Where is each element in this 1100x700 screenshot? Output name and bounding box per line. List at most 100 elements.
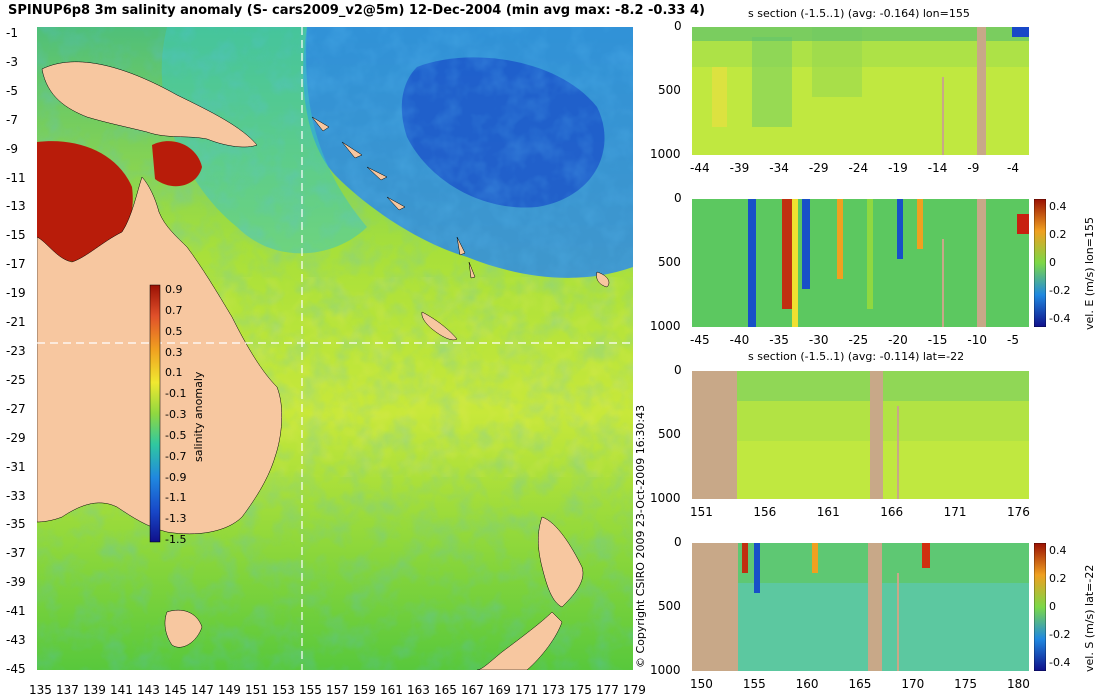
- panel-3-y-tick: 500: [658, 599, 681, 613]
- map-x-tick: 153: [272, 683, 295, 697]
- panel-1-y-tick: 0: [674, 191, 682, 205]
- map-x-tick: 135: [29, 683, 52, 697]
- panel-1-colorbar-tick: -0.4: [1049, 312, 1071, 325]
- panel-2-x-tick: 161: [816, 505, 840, 519]
- panel-0-x-tick: -44: [690, 161, 710, 175]
- panel-1-colorbar-tick: 0.4: [1049, 200, 1067, 213]
- map-x-tick: 175: [569, 683, 592, 697]
- map-y-tick: -7: [6, 112, 18, 127]
- panel-3-y-tick: 0: [674, 535, 682, 549]
- map-y-tick: -23: [6, 344, 26, 358]
- map-y-tick: -3: [6, 54, 18, 69]
- map-x-tick: 167: [461, 683, 484, 697]
- panel-3-colorbar-tick: 0.4: [1049, 544, 1067, 557]
- copyright-text: © Copyright CSIRO 2009 23-Oct-2009 16:30…: [634, 404, 647, 668]
- panel-2-x-tick: 166: [880, 505, 904, 519]
- tasmania-land: [164, 609, 203, 648]
- salinity-colorbar-tick: -1.5: [165, 533, 187, 546]
- salinity-colorbar-tick: -1.3: [165, 512, 187, 526]
- map-y-tick: -37: [6, 546, 26, 561]
- velE-colorbar: [1034, 199, 1046, 327]
- panel-2-y-tick: 500: [658, 427, 681, 441]
- new-zealand-north: [538, 516, 584, 608]
- panel-1-x-tick: -40: [729, 333, 750, 347]
- panel-1-x-tick: -5: [1007, 333, 1019, 347]
- map-x-tick: 171: [515, 683, 538, 697]
- map-y-tick: -21: [6, 315, 26, 330]
- new-guinea-land: [41, 61, 258, 148]
- new-caledonia-land: [421, 311, 458, 341]
- panel-0-y-tick: 1000: [650, 147, 681, 161]
- section-panel-salinity-lon155: [692, 27, 1029, 155]
- panel-3-x-tick: 175: [954, 677, 978, 691]
- high-salinity-gulf: [37, 141, 133, 262]
- panel-1-colorbar-tick: -0.2: [1049, 284, 1071, 297]
- map-y-tick: -31: [6, 459, 26, 474]
- map-y-tick: -41: [6, 604, 26, 619]
- panel-1-x-tick: -45: [690, 333, 710, 347]
- map-x-tick: 157: [326, 683, 349, 697]
- panel-0-x-tick: -19: [888, 161, 908, 175]
- map-y-tick: -13: [6, 199, 26, 214]
- map-y-tick: -11: [6, 170, 26, 185]
- salinity-colorbar-tick: -1.1: [165, 491, 187, 505]
- map-x-tick: 165: [434, 683, 457, 697]
- map-x-tick: 159: [353, 683, 376, 697]
- panel-0-x-tick: -9: [967, 161, 980, 175]
- salinity-colorbar-tick: 0.3: [165, 345, 183, 359]
- panel-1-x-tick: -30: [808, 333, 829, 347]
- salinity-colorbar-tick: -0.5: [165, 428, 187, 442]
- panel-2-x-tick: 176: [1007, 505, 1030, 519]
- panel-3-colorbar-tick: 0.2: [1049, 572, 1067, 585]
- map-y-tick: -19: [6, 286, 26, 301]
- map-x-tick: 143: [137, 683, 160, 697]
- panel-1-x-tick: -25: [848, 333, 869, 347]
- map-y-tick: -5: [6, 83, 18, 98]
- section-panel-velS-lat-22: [692, 543, 1029, 671]
- map-x-tick: 177: [596, 683, 619, 697]
- panel-3-y-tick: 1000: [650, 663, 681, 677]
- map-x-tick: 137: [56, 683, 79, 697]
- new-zealand-south: [476, 611, 563, 670]
- map-x-tick: 179: [623, 683, 646, 697]
- map-y-tick: -39: [6, 575, 26, 590]
- salinity-colorbar-tick: -0.7: [165, 449, 187, 463]
- vanuatu-islands-land: [456, 236, 610, 288]
- panel-3-x-tick: 155: [742, 677, 766, 691]
- map-x-tick: 169: [488, 683, 511, 697]
- salinity-colorbar-tick: -0.9: [165, 470, 187, 484]
- panel-0-x-tick: -39: [729, 161, 750, 175]
- panel-3-x-tick: 170: [901, 677, 925, 691]
- map-x-tick: 173: [542, 683, 565, 697]
- map-x-tick: 141: [110, 683, 133, 697]
- map-y-tick: -29: [6, 430, 26, 445]
- map-y-tick: -17: [6, 257, 26, 272]
- panel-3-x-tick: 180: [1007, 677, 1030, 691]
- panel-1-x-tick: -10: [967, 333, 987, 347]
- map-x-tick: 149: [218, 683, 241, 697]
- map-x-tick: 155: [299, 683, 322, 697]
- panel-1-x-tick: -15: [927, 333, 948, 347]
- panel-2-x-tick: 171: [943, 505, 967, 519]
- panel-1-colorbar-tick: 0.2: [1049, 228, 1067, 241]
- map-y-tick: -43: [6, 633, 26, 648]
- panel-2-x-tick: 151: [690, 505, 713, 519]
- panel-3-colorbar-tick: -0.2: [1049, 628, 1071, 641]
- panel-3-colorbar-tick: -0.4: [1049, 656, 1071, 669]
- salinity-colorbar-tick: 0.9: [165, 283, 183, 296]
- panel-3-x-tick: 165: [848, 677, 872, 691]
- panel-0-x-tick: -24: [848, 161, 869, 175]
- map-x-tick: 139: [83, 683, 106, 697]
- velS-colorbar-label: vel. S (m/s) lat=-22: [1083, 564, 1096, 672]
- section-panel-salinity-lat-22: [692, 371, 1029, 499]
- salinity-colorbar-tick: 0.7: [165, 303, 183, 317]
- panel-1-x-tick: -35: [769, 333, 789, 347]
- map-y-tick: -9: [6, 141, 18, 156]
- salinity-colorbar: [149, 284, 161, 543]
- panel-0-title: s section (-1.5..1) (avg: -0.164) lon=15…: [748, 7, 970, 20]
- salinity-colorbar-label: salinity anomaly: [192, 371, 205, 462]
- panel-0-x-tick: -14: [927, 161, 948, 175]
- map-y-tick: -45: [6, 662, 26, 676]
- map-y-tick: -15: [6, 228, 26, 243]
- solomon-islands-land: [311, 116, 406, 211]
